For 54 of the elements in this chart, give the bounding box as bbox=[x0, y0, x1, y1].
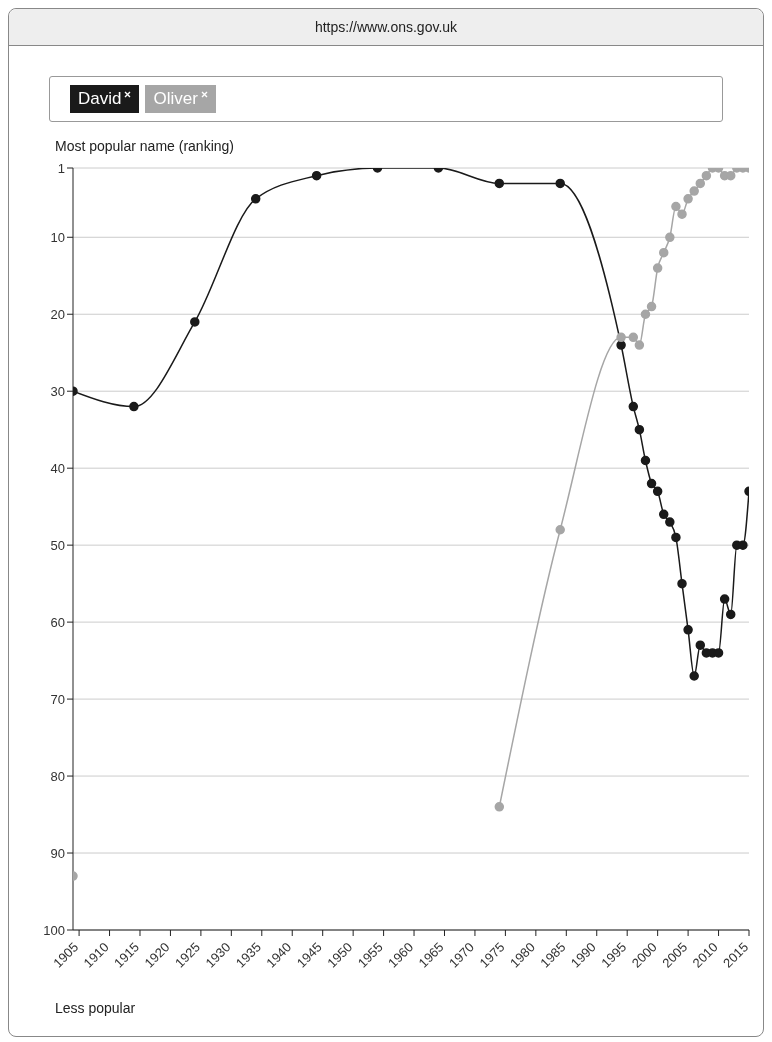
text: https://www.ons.gov.uk bbox=[9, 9, 763, 46]
y-tick-label: 100 bbox=[43, 922, 65, 938]
point bbox=[634, 424, 645, 435]
point bbox=[494, 178, 505, 189]
text: Less popular bbox=[55, 1000, 137, 1016]
y-tick-label: 30 bbox=[50, 383, 65, 399]
point bbox=[719, 594, 730, 604]
point bbox=[695, 640, 706, 650]
point bbox=[665, 232, 675, 243]
point bbox=[129, 401, 139, 412]
point bbox=[671, 201, 681, 212]
point bbox=[738, 540, 748, 550]
point bbox=[652, 263, 663, 273]
point bbox=[250, 194, 261, 204]
point bbox=[683, 625, 693, 635]
point bbox=[683, 194, 693, 204]
point bbox=[658, 509, 669, 520]
y-tick-label: 80 bbox=[50, 768, 65, 784]
point bbox=[646, 301, 657, 312]
y-tick-label: 70 bbox=[50, 691, 65, 707]
point bbox=[628, 332, 639, 343]
point bbox=[695, 178, 706, 189]
point bbox=[689, 671, 699, 681]
point bbox=[640, 455, 651, 466]
point bbox=[665, 517, 675, 527]
point bbox=[725, 609, 736, 620]
point bbox=[671, 532, 681, 543]
y-tick-label: 40 bbox=[50, 460, 65, 476]
point bbox=[190, 317, 200, 327]
point bbox=[311, 170, 322, 181]
point bbox=[640, 309, 651, 319]
point bbox=[634, 340, 645, 350]
y-tick-label: 50 bbox=[50, 537, 65, 553]
text: David bbox=[70, 85, 140, 113]
point bbox=[677, 578, 687, 589]
point bbox=[555, 178, 565, 189]
y-tick-label: 90 bbox=[50, 845, 65, 861]
y-tick-label: 60 bbox=[50, 614, 65, 630]
point bbox=[689, 186, 699, 196]
point bbox=[494, 802, 505, 812]
point bbox=[658, 247, 669, 258]
y-tick-label: 1 bbox=[57, 160, 65, 176]
y-axis-title: Most popular name (ranking) bbox=[55, 138, 235, 154]
point bbox=[677, 209, 687, 219]
point bbox=[646, 478, 657, 489]
y-tick-label: 10 bbox=[50, 229, 65, 245]
point bbox=[701, 170, 712, 181]
point bbox=[628, 401, 639, 412]
point bbox=[652, 486, 663, 497]
point bbox=[555, 525, 565, 535]
y-tick-label: 20 bbox=[50, 306, 65, 322]
text: Oliver bbox=[145, 85, 216, 113]
point bbox=[616, 332, 626, 343]
point bbox=[616, 340, 626, 350]
